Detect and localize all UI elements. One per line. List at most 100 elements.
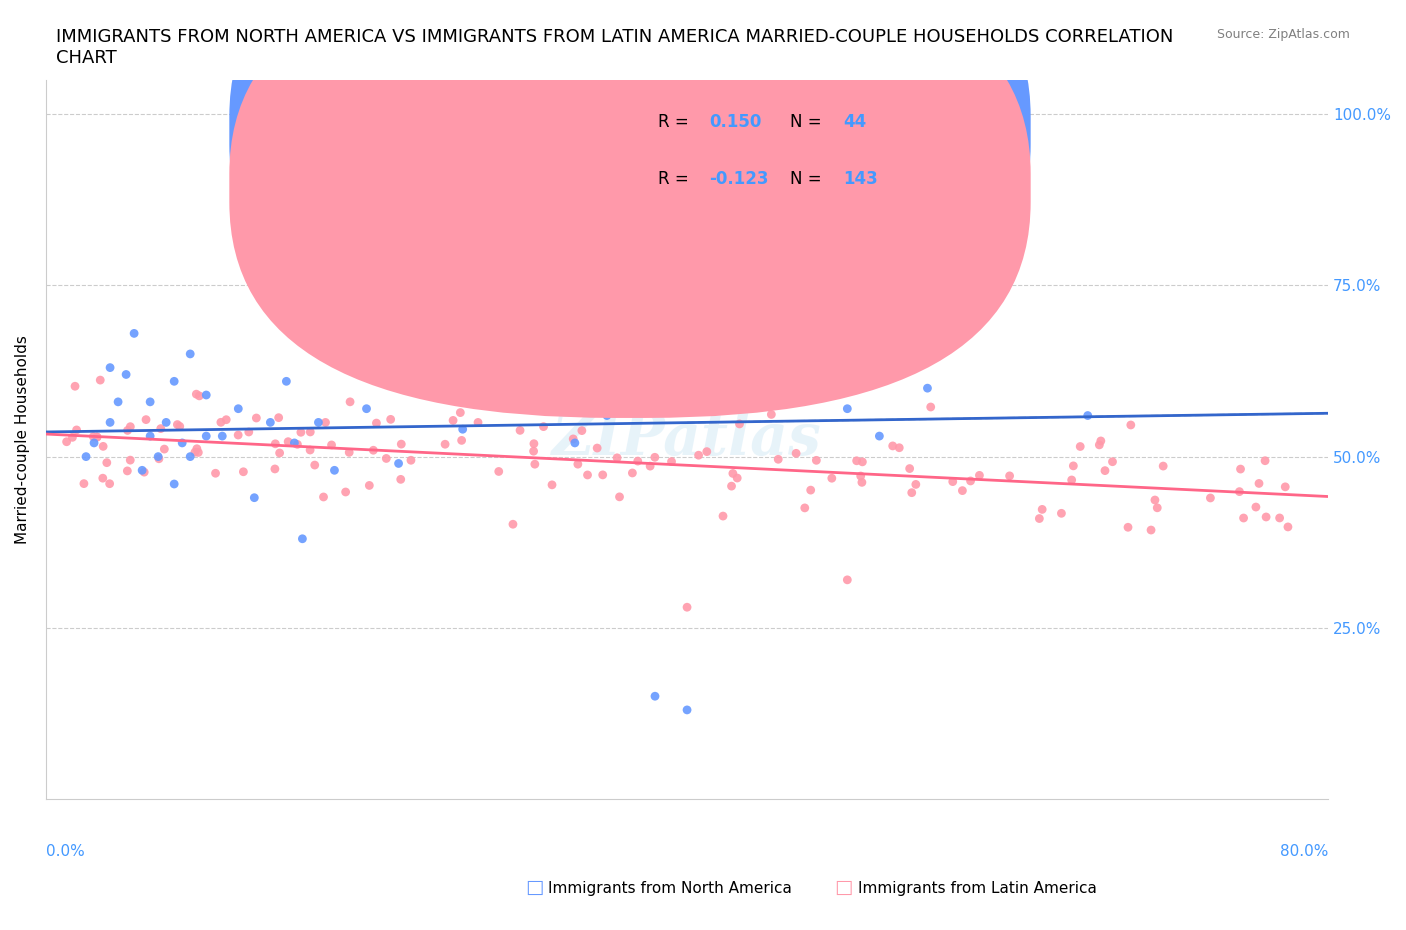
Point xyxy=(793,500,815,515)
Point xyxy=(187,445,209,460)
Point xyxy=(107,394,129,409)
Point xyxy=(139,429,162,444)
Point xyxy=(276,374,298,389)
Text: 80.0%: 80.0% xyxy=(1279,844,1329,859)
Point xyxy=(1254,453,1277,468)
Point xyxy=(676,600,699,615)
Point xyxy=(904,477,927,492)
Point xyxy=(120,419,142,434)
Point xyxy=(179,449,201,464)
Point xyxy=(153,442,176,457)
Point xyxy=(523,444,546,458)
Text: 0.150: 0.150 xyxy=(709,113,761,131)
Point xyxy=(387,456,409,471)
Point xyxy=(1199,490,1222,505)
Point xyxy=(238,425,260,440)
Text: □: □ xyxy=(834,878,853,897)
Point xyxy=(89,373,111,388)
Point xyxy=(533,419,555,434)
Point xyxy=(1077,408,1099,423)
Point xyxy=(900,485,922,500)
Point xyxy=(55,434,77,449)
Point xyxy=(122,326,145,340)
Text: IMMIGRANTS FROM NORTH AMERICA VS IMMIGRANTS FROM LATIN AMERICA MARRIED-COUPLE HO: IMMIGRANTS FROM NORTH AMERICA VS IMMIGRA… xyxy=(56,28,1174,67)
Point xyxy=(1256,510,1278,525)
Point xyxy=(307,415,329,430)
Point xyxy=(139,394,162,409)
Point xyxy=(889,440,911,455)
Point xyxy=(516,388,538,403)
Point xyxy=(96,456,118,471)
Point xyxy=(204,466,226,481)
Point xyxy=(209,415,232,430)
Point xyxy=(186,387,208,402)
Point xyxy=(1268,511,1291,525)
Point xyxy=(337,445,360,459)
Point xyxy=(785,445,807,460)
FancyBboxPatch shape xyxy=(591,116,1001,231)
Point xyxy=(450,433,472,448)
Point xyxy=(73,476,96,491)
Point xyxy=(83,435,105,450)
Text: N =: N = xyxy=(790,113,821,131)
Point xyxy=(1116,520,1139,535)
Point xyxy=(335,485,357,499)
Point xyxy=(868,429,890,444)
Y-axis label: Married-couple Households: Married-couple Households xyxy=(15,335,30,544)
Point xyxy=(711,509,734,524)
Point xyxy=(837,401,859,416)
Point xyxy=(195,429,218,444)
Point xyxy=(1143,493,1166,508)
Point xyxy=(115,367,138,382)
Point xyxy=(188,389,211,404)
Point xyxy=(806,453,828,468)
Point xyxy=(688,447,710,462)
Point xyxy=(562,432,585,446)
Point xyxy=(287,437,309,452)
Point xyxy=(1152,458,1174,473)
Point xyxy=(467,415,489,430)
FancyBboxPatch shape xyxy=(229,0,1031,361)
Point xyxy=(1232,511,1254,525)
Point xyxy=(312,489,335,504)
Text: -0.123: -0.123 xyxy=(709,170,768,189)
Point xyxy=(1031,502,1053,517)
Point xyxy=(98,360,121,375)
Point xyxy=(1146,500,1168,515)
Text: 143: 143 xyxy=(844,170,879,189)
Point xyxy=(195,388,218,403)
Text: 44: 44 xyxy=(844,113,866,131)
Point xyxy=(226,428,249,443)
Point xyxy=(375,451,398,466)
Point xyxy=(959,473,981,488)
Point xyxy=(65,422,87,437)
Point xyxy=(571,423,593,438)
Point xyxy=(1060,472,1083,487)
Point xyxy=(299,443,322,458)
Point xyxy=(644,689,666,704)
Point xyxy=(146,449,169,464)
Text: Source: ZipAtlas.com: Source: ZipAtlas.com xyxy=(1216,28,1350,41)
Point xyxy=(728,417,751,432)
FancyBboxPatch shape xyxy=(229,0,1031,418)
Point xyxy=(969,468,991,483)
Point xyxy=(1094,463,1116,478)
Point xyxy=(917,380,939,395)
Point xyxy=(98,415,121,430)
Point xyxy=(148,451,170,466)
Point xyxy=(449,405,471,420)
Point xyxy=(380,412,402,427)
Point xyxy=(215,412,238,427)
Point xyxy=(451,422,474,437)
Point xyxy=(166,418,188,432)
Point xyxy=(120,453,142,468)
Point xyxy=(399,453,422,468)
Point xyxy=(243,490,266,505)
Point xyxy=(502,517,524,532)
Point xyxy=(135,412,157,427)
Point xyxy=(724,401,747,416)
Point xyxy=(179,347,201,362)
Text: 0.0%: 0.0% xyxy=(46,844,84,859)
Point xyxy=(117,463,139,478)
Point xyxy=(851,475,873,490)
